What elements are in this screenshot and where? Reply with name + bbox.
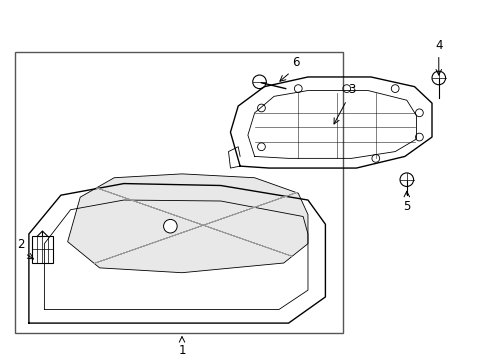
Polygon shape [67,174,307,273]
Text: 1: 1 [178,345,185,357]
Bar [15,52,342,333]
Text: 2: 2 [18,238,25,251]
Text: 5: 5 [402,200,409,213]
Text: 6: 6 [292,56,300,69]
Text: 3: 3 [347,84,355,96]
Text: 4: 4 [434,39,442,52]
Bar [32,236,53,263]
Circle shape [163,219,177,233]
